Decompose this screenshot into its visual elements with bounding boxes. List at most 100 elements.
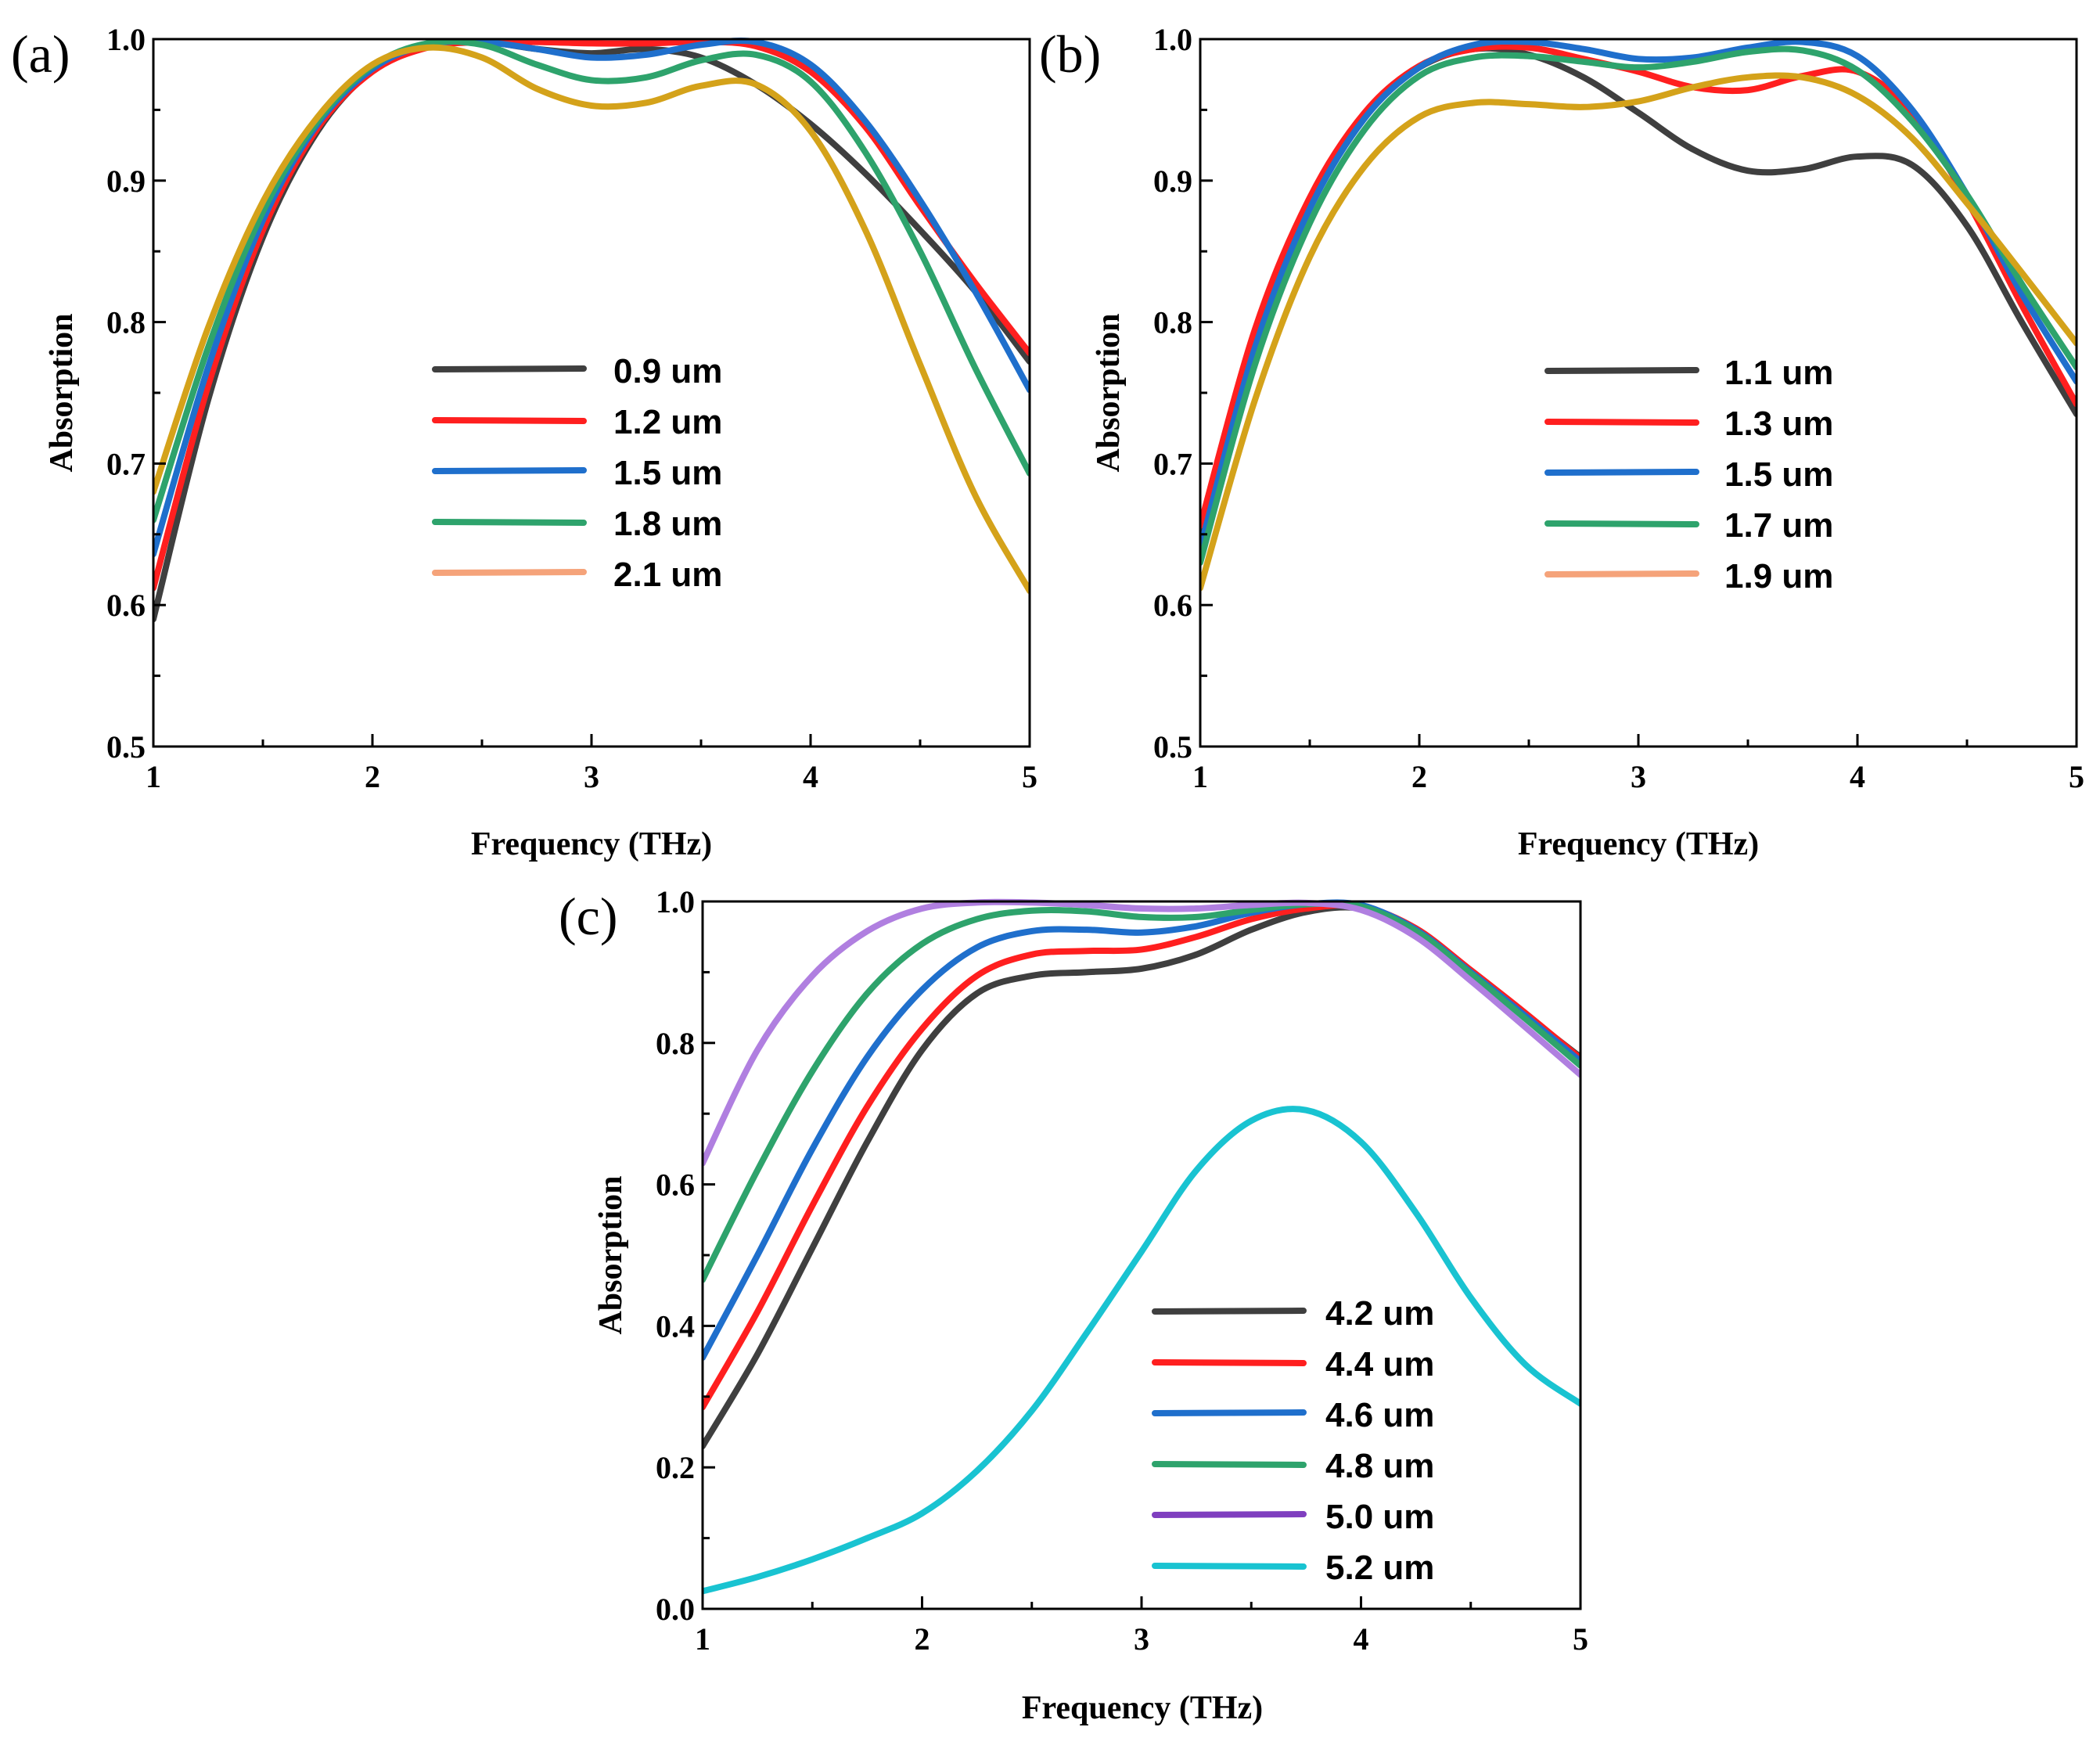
- legend-swatch: [432, 417, 587, 424]
- panel-c-ytick-labels: 0.0 0.2 0.4 0.6 0.8 1.0: [656, 884, 695, 1627]
- legend-label: 1.7 um: [1724, 506, 1833, 545]
- series-line-1-9-um: [1200, 72, 2077, 592]
- series-line-4-4-um: [703, 901, 1580, 1411]
- panel-a-legend: 0.9 um 1.2 um 1.5 um 1.8 um 2.1 um: [432, 352, 722, 594]
- panel-b-lines: [1200, 38, 2077, 592]
- y-tick-label: 0.8: [106, 305, 146, 340]
- legend-label: 1.3 um: [1724, 405, 1833, 443]
- y-tick-label: 0.9: [106, 164, 146, 199]
- y-tick-label: 0.6: [1153, 588, 1192, 623]
- legend-label: 0.9 um: [613, 352, 722, 390]
- panel-a-ticks: [152, 38, 1031, 748]
- legend-swatch: [1152, 1461, 1307, 1468]
- legend-label: 1.5 um: [1724, 455, 1833, 494]
- x-tick-label: 1: [695, 1621, 710, 1657]
- legend-label: 5.2 um: [1325, 1549, 1434, 1587]
- y-tick-label: 0.7: [106, 446, 146, 481]
- y-tick-label: 0.5: [1153, 729, 1192, 765]
- panel-b: (b) 1 2 3 4 5 0.5 0.6 0.7 0.8 0.9 1.0 Frequency (…: [1039, 22, 2084, 862]
- x-tick-label: 2: [365, 759, 380, 794]
- legend-swatch: [432, 467, 587, 474]
- panel-a-lines: [153, 38, 1030, 623]
- x-tick-label: 3: [1631, 759, 1646, 794]
- legend-label: 2.1 um: [613, 556, 722, 594]
- panel-a: (a) 1 2 3 4 5 0.5 0.6 0.7 0.8 0.9 1.0 Frequency (…: [11, 22, 1037, 862]
- x-tick-label: 3: [1134, 1621, 1149, 1657]
- legend-label: 5.0 um: [1325, 1498, 1434, 1536]
- series-line-4-8-um: [703, 900, 1580, 1283]
- legend-label: 1.1 um: [1724, 354, 1833, 392]
- series-line-1-1-um: [1200, 45, 2077, 541]
- panel-c-ticks: [701, 900, 1582, 1610]
- legend-swatch: [1152, 1511, 1307, 1518]
- y-tick-label: 0.6: [656, 1168, 695, 1203]
- x-tick-label: 5: [1573, 1621, 1588, 1657]
- y-tick-label: 0.8: [1153, 305, 1192, 340]
- x-tick-label: 2: [915, 1621, 930, 1657]
- panel-c-lines: [703, 898, 1580, 1595]
- legend-label: 1.8 um: [613, 505, 722, 543]
- legend-label: 4.2 um: [1325, 1294, 1434, 1333]
- series-line-1-2-um: [153, 38, 1030, 592]
- panel-a-y-axis-title: Absorption: [44, 313, 80, 472]
- panel-b-legend: 1.1 um 1.3 um 1.5 um 1.7 um 1.9 um: [1544, 354, 1833, 595]
- y-tick-label: 1.0: [656, 884, 695, 919]
- panel-b-ytick-labels: 0.5 0.6 0.7 0.8 0.9 1.0: [1153, 22, 1192, 765]
- y-tick-label: 0.9: [1153, 164, 1192, 199]
- legend-swatch: [1544, 469, 1699, 476]
- y-tick-label: 0.6: [106, 588, 146, 623]
- legend-swatch: [1152, 1359, 1307, 1366]
- panel-b-ticks: [1199, 38, 2078, 748]
- x-tick-label: 5: [1022, 759, 1037, 794]
- legend-label: 1.9 um: [1724, 557, 1833, 595]
- x-tick-label: 1: [146, 759, 161, 794]
- legend-swatch: [432, 519, 587, 526]
- panel-a-ytick-labels: 0.5 0.6 0.7 0.8 0.9 1.0: [106, 22, 146, 765]
- series-line-1-7-um: [1200, 45, 2077, 566]
- y-tick-label: 0.0: [656, 1592, 695, 1627]
- x-tick-label: 2: [1411, 759, 1427, 794]
- x-tick-label: 4: [1354, 1621, 1369, 1657]
- y-tick-label: 1.0: [1153, 22, 1192, 57]
- y-tick-label: 0.4: [656, 1308, 695, 1344]
- series-line-4-2-um: [703, 904, 1580, 1450]
- series-line-1-8-um: [153, 38, 1030, 524]
- panel-c-legend: 4.2 um 4.4 um 4.6 um 4.8 um 5.0 um 5.2 um: [1152, 1294, 1434, 1587]
- legend-label: 1.2 um: [613, 403, 722, 441]
- panel-b-label: (b): [1039, 24, 1101, 84]
- y-tick-label: 1.0: [106, 22, 146, 57]
- panel-a-x-axis-title: Frequency (THz): [471, 826, 712, 862]
- series-line-5-0-um: [703, 898, 1580, 1167]
- series-line-0-9-um: [153, 38, 1030, 623]
- panel-a-label: (a): [11, 24, 70, 84]
- y-tick-label: 0.8: [656, 1026, 695, 1061]
- series-line-1-3-um: [1200, 43, 2077, 529]
- legend-swatch: [1152, 1563, 1307, 1570]
- legend-swatch: [1544, 419, 1699, 426]
- series-line-2-1-um: [153, 44, 1030, 595]
- panel-c-y-axis-title: Absorption: [593, 1175, 629, 1334]
- panel-b-x-axis-title: Frequency (THz): [1518, 826, 1759, 862]
- y-tick-label: 0.2: [656, 1450, 695, 1485]
- panel-c: (c) 1 2 3 4 5 0.0 0.2 0.4 0.6 0.8 1.0 Frequency (…: [559, 884, 1588, 1726]
- series-line-5-2-um: [703, 1106, 1580, 1595]
- x-tick-label: 5: [2069, 759, 2084, 794]
- panel-c-xtick-labels: 1 2 3 4 5: [695, 1621, 1588, 1657]
- panel-a-frame: [152, 38, 1031, 748]
- x-tick-label: 4: [1850, 759, 1865, 794]
- y-tick-label: 0.7: [1153, 446, 1192, 481]
- legend-swatch: [1152, 1409, 1307, 1416]
- legend-label: 4.8 um: [1325, 1447, 1434, 1485]
- x-tick-label: 1: [1192, 759, 1208, 794]
- legend-swatch: [432, 569, 587, 576]
- panel-a-xtick-labels: 1 2 3 4 5: [146, 759, 1037, 794]
- panel-c-x-axis-title: Frequency (THz): [1022, 1690, 1263, 1726]
- legend-label: 1.5 um: [613, 454, 722, 492]
- panel-b-frame: [1199, 38, 2078, 748]
- x-tick-label: 4: [803, 759, 818, 794]
- legend-label: 4.4 um: [1325, 1345, 1434, 1383]
- panel-c-label: (c): [559, 887, 617, 946]
- x-tick-label: 3: [584, 759, 599, 794]
- legend-label: 4.6 um: [1325, 1396, 1434, 1434]
